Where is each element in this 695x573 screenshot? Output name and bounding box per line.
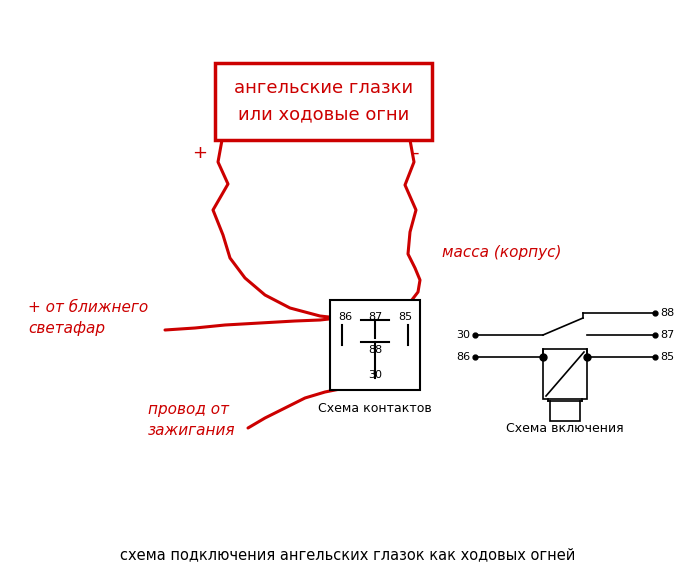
Text: -: - [411,144,418,162]
Text: + от ближнего
светафар: + от ближнего светафар [28,300,148,336]
Text: 87: 87 [368,312,382,322]
Bar [550,401,580,421]
Text: 86: 86 [338,312,352,322]
Text: 85: 85 [398,312,412,322]
Text: Схема включения: Схема включения [506,422,624,435]
Text: ангельские глазки
или ходовые огни: ангельские глазки или ходовые огни [234,79,413,124]
Text: 30: 30 [368,370,382,380]
Text: 30: 30 [456,330,470,340]
Bar [215,63,432,140]
Text: +: + [193,144,208,162]
Text: Схема контактов: Схема контактов [318,402,432,415]
Text: 87: 87 [660,330,674,340]
Text: 86: 86 [456,352,470,362]
Text: масса (корпус): масса (корпус) [442,245,562,261]
Text: схема подключения ангельских глазок как ходовых огней: схема подключения ангельских глазок как … [120,547,575,563]
Text: 85: 85 [660,352,674,362]
Bar [330,300,420,390]
Text: 88: 88 [660,308,674,318]
Text: провод от
зажигания: провод от зажигания [148,402,236,438]
Text: 88: 88 [368,345,382,355]
Bar [543,349,587,399]
